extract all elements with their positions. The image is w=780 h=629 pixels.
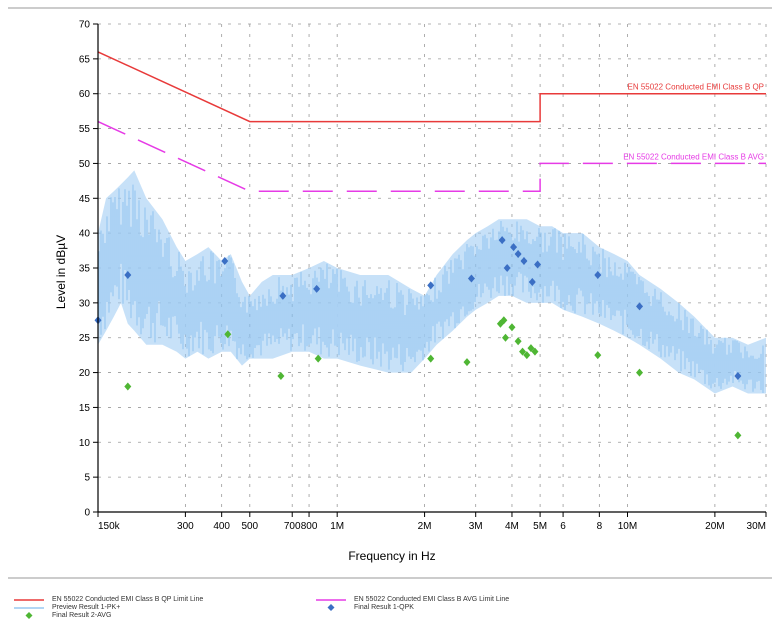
avg-marker (124, 382, 132, 391)
qpk-marker (124, 270, 132, 279)
y-axis-title: Level in dBµV (54, 235, 68, 309)
avg-marker (514, 337, 522, 346)
legend-swatch-qp-limit (14, 599, 44, 601)
avg-limit-line (97, 120, 766, 193)
x-tick-label: 800 (301, 521, 318, 532)
y-tick-label: 0 (84, 508, 90, 519)
avg-marker (594, 351, 602, 360)
qpk-marker (510, 243, 518, 252)
x-tick-label: 3M (469, 521, 483, 532)
qpk-marker (221, 257, 229, 266)
y-tick-label: 15 (79, 403, 91, 414)
avg-marker (463, 358, 471, 367)
qpk-marker (279, 291, 287, 300)
x-tick-label: 300 (177, 521, 194, 532)
x-axis-title: Frequency in Hz (348, 549, 435, 563)
legend-label-qp-limit: EN 55022 Conducted EMI Class B QP Limit … (52, 596, 204, 603)
qpk-marker (520, 257, 528, 266)
x-tick-label: 2M (418, 521, 432, 532)
avg-marker (636, 368, 644, 377)
x-tick-label: 30M (747, 521, 766, 532)
qp-limit-inline-label: EN 55022 Conducted EMI Class B QP (627, 83, 764, 92)
avg-marker (531, 347, 539, 356)
qpk-marker (528, 277, 536, 286)
qp-limit-line (97, 51, 766, 123)
x-tick-label: 5M (533, 521, 547, 532)
y-tick-label: 50 (79, 159, 91, 170)
y-tick-label: 35 (79, 264, 91, 275)
y-tick-label: 45 (79, 194, 91, 205)
legend-swatch-final-qpk (327, 604, 335, 611)
axes: 0 5 10 15 20 25 30 35 40 45 50 55 60 65 70 150k 300 400 50… (79, 20, 767, 532)
legend-label-preview: Preview Result 1-PK+ (52, 604, 121, 611)
x-tick-label: 4M (505, 521, 519, 532)
avg-marker (500, 316, 508, 325)
avg-marker (224, 330, 232, 339)
avg-marker (277, 372, 285, 381)
legend: EN 55022 Conducted EMI Class B QP Limit … (0, 595, 780, 629)
qpk-marker (636, 302, 644, 311)
avg-marker (523, 351, 531, 360)
qpk-marker (534, 260, 542, 269)
x-tick-label: 150k (98, 521, 121, 532)
x-tick-label: 6 (560, 521, 566, 532)
preview-envelope-band (98, 170, 766, 394)
qpk-marker (498, 236, 506, 245)
avg-marker (527, 344, 535, 353)
y-tick-label: 10 (79, 438, 91, 449)
x-tick-label: 20M (705, 521, 724, 532)
legend-label-final-qpk: Final Result 1-QPK (354, 604, 414, 611)
y-tick-label: 25 (79, 333, 91, 344)
y-tick-label: 60 (79, 89, 91, 100)
avg-marker (501, 333, 509, 342)
y-tick-label: 30 (79, 298, 91, 309)
qpk-marker (427, 281, 435, 290)
limit-lines: EN 55022 Conducted EMI Class B QP EN 5502… (97, 51, 766, 193)
qpk-marker (467, 274, 475, 283)
avg-marker (734, 431, 742, 440)
final-result-markers (94, 236, 742, 440)
legend-label-final-avg: Final Result 2-AVG (52, 612, 112, 619)
legend-swatch-preview (14, 607, 44, 609)
y-tick-label: 65 (79, 54, 91, 65)
qpk-marker (503, 264, 511, 272)
y-tick-label: 70 (79, 20, 91, 31)
qpk-marker (734, 372, 742, 381)
qpk-marker (313, 284, 321, 293)
x-tick-label: 8 (597, 521, 603, 532)
x-tick-label: 10M (618, 521, 637, 532)
avg-marker (314, 354, 322, 363)
avg-marker (427, 354, 435, 363)
legend-label-avg-limit: EN 55022 Conducted EMI Class B AVG Limit… (354, 596, 510, 603)
qpk-marker (514, 250, 522, 259)
avg-marker (508, 323, 516, 332)
legend-swatch-avg-limit (316, 599, 346, 601)
legend-swatch-final-avg (25, 612, 33, 619)
x-tick-label: 1M (330, 521, 344, 532)
x-tick-label: 700 (284, 521, 301, 532)
avg-limit-inline-label: EN 55022 Conducted EMI Class B AVG (623, 152, 764, 161)
y-tick-label: 40 (79, 229, 91, 240)
qpk-marker (594, 270, 602, 279)
x-tick-label: 500 (241, 521, 258, 532)
x-tick-label: 400 (213, 521, 230, 532)
avg-marker (519, 347, 527, 356)
y-tick-label: 5 (84, 473, 90, 484)
y-tick-label: 20 (79, 368, 91, 379)
y-tick-label: 55 (79, 124, 91, 135)
